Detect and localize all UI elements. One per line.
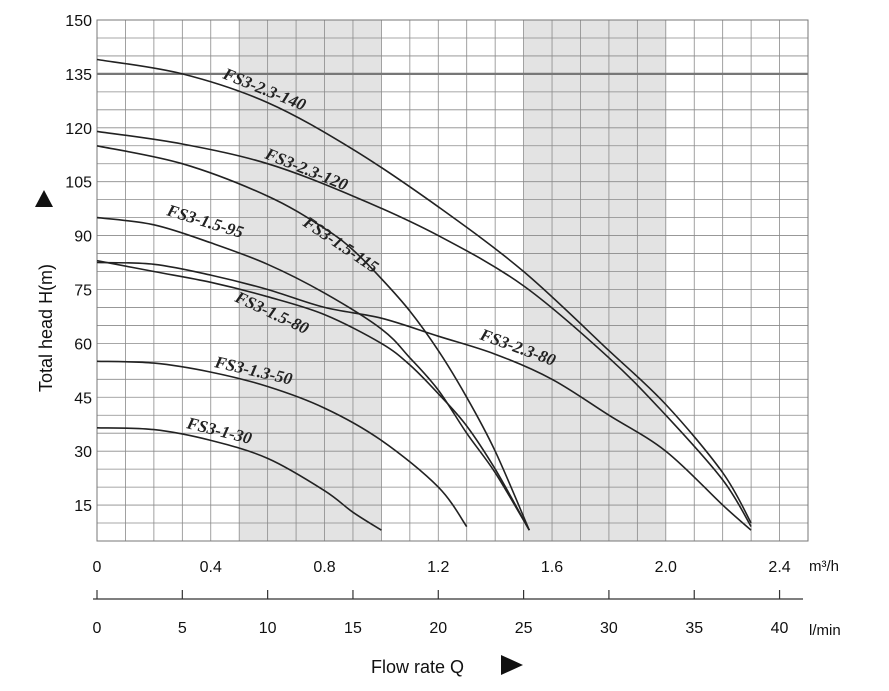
y-tick-label: 120 [65, 121, 92, 138]
x-tick-label: 2.4 [768, 559, 790, 576]
curve-fs3-2-3-140 [96, 58, 752, 524]
curve-fs3-1-30 [96, 427, 382, 531]
x-arrow-icon [501, 655, 523, 675]
x-unit-label: m³/h [809, 558, 839, 575]
y-axis-title: Total head H(m) [36, 264, 56, 392]
curve-fs3-1-5-80 [96, 259, 530, 531]
x-tick-labels: 0 0.4 0.8 1.2 1.6 2.0 2.4 [93, 559, 791, 576]
x2-unit-label: l/min [809, 622, 841, 639]
x-tick-label: 0.4 [200, 559, 222, 576]
curve-fs3-1-5-115 [96, 145, 531, 531]
x2-tick-label: 20 [429, 620, 447, 637]
x2-tick-label: 40 [771, 620, 789, 637]
y-tick-label: 105 [65, 175, 92, 192]
curve-fs3-1-5-95 [96, 216, 530, 531]
y-tick-label: 30 [74, 444, 92, 461]
y-tick-label: 75 [74, 282, 92, 299]
shaded-band-1 [523, 20, 666, 541]
y-tick-label: 15 [74, 498, 92, 515]
x2-tick-label: 35 [685, 620, 703, 637]
x-axis-title: Flow rate Q [371, 657, 464, 677]
y-tick-label: 90 [74, 229, 92, 246]
x2-tick-label: 15 [344, 620, 362, 637]
x2-tick-label: 5 [178, 620, 187, 637]
x-tick-label: 0.8 [313, 559, 335, 576]
x-tick-label: 1.2 [427, 559, 449, 576]
y-arrow-icon [35, 190, 53, 207]
x2-tick-labels: 0 5 10 15 20 25 30 35 40 [93, 620, 789, 637]
shaded-band-0 [239, 20, 382, 541]
plot-border [96, 19, 809, 542]
y-tick-label: 60 [74, 336, 92, 353]
curve-fs3-1-3-50 [96, 360, 468, 528]
y-tick-label: 135 [65, 67, 92, 84]
x2-tick-label: 25 [515, 620, 533, 637]
x-tick-label: 0 [93, 559, 102, 576]
lmin-axis [93, 590, 803, 600]
x2-tick-label: 30 [600, 620, 618, 637]
shaded-bands [239, 20, 666, 541]
x-tick-label: 1.6 [541, 559, 563, 576]
curve-fs3-2-3-80 [96, 261, 752, 531]
x2-tick-label: 0 [93, 620, 102, 637]
y-tick-labels: 15 30 45 60 75 90 105 120 135 150 [65, 13, 92, 515]
x-tick-label: 2.0 [655, 559, 677, 576]
curve-fs3-2-3-120 [96, 130, 752, 528]
x2-tick-label: 10 [259, 620, 277, 637]
pump-curves [96, 58, 752, 531]
y-tick-label: 45 [74, 390, 92, 407]
y-tick-label: 150 [65, 13, 92, 30]
